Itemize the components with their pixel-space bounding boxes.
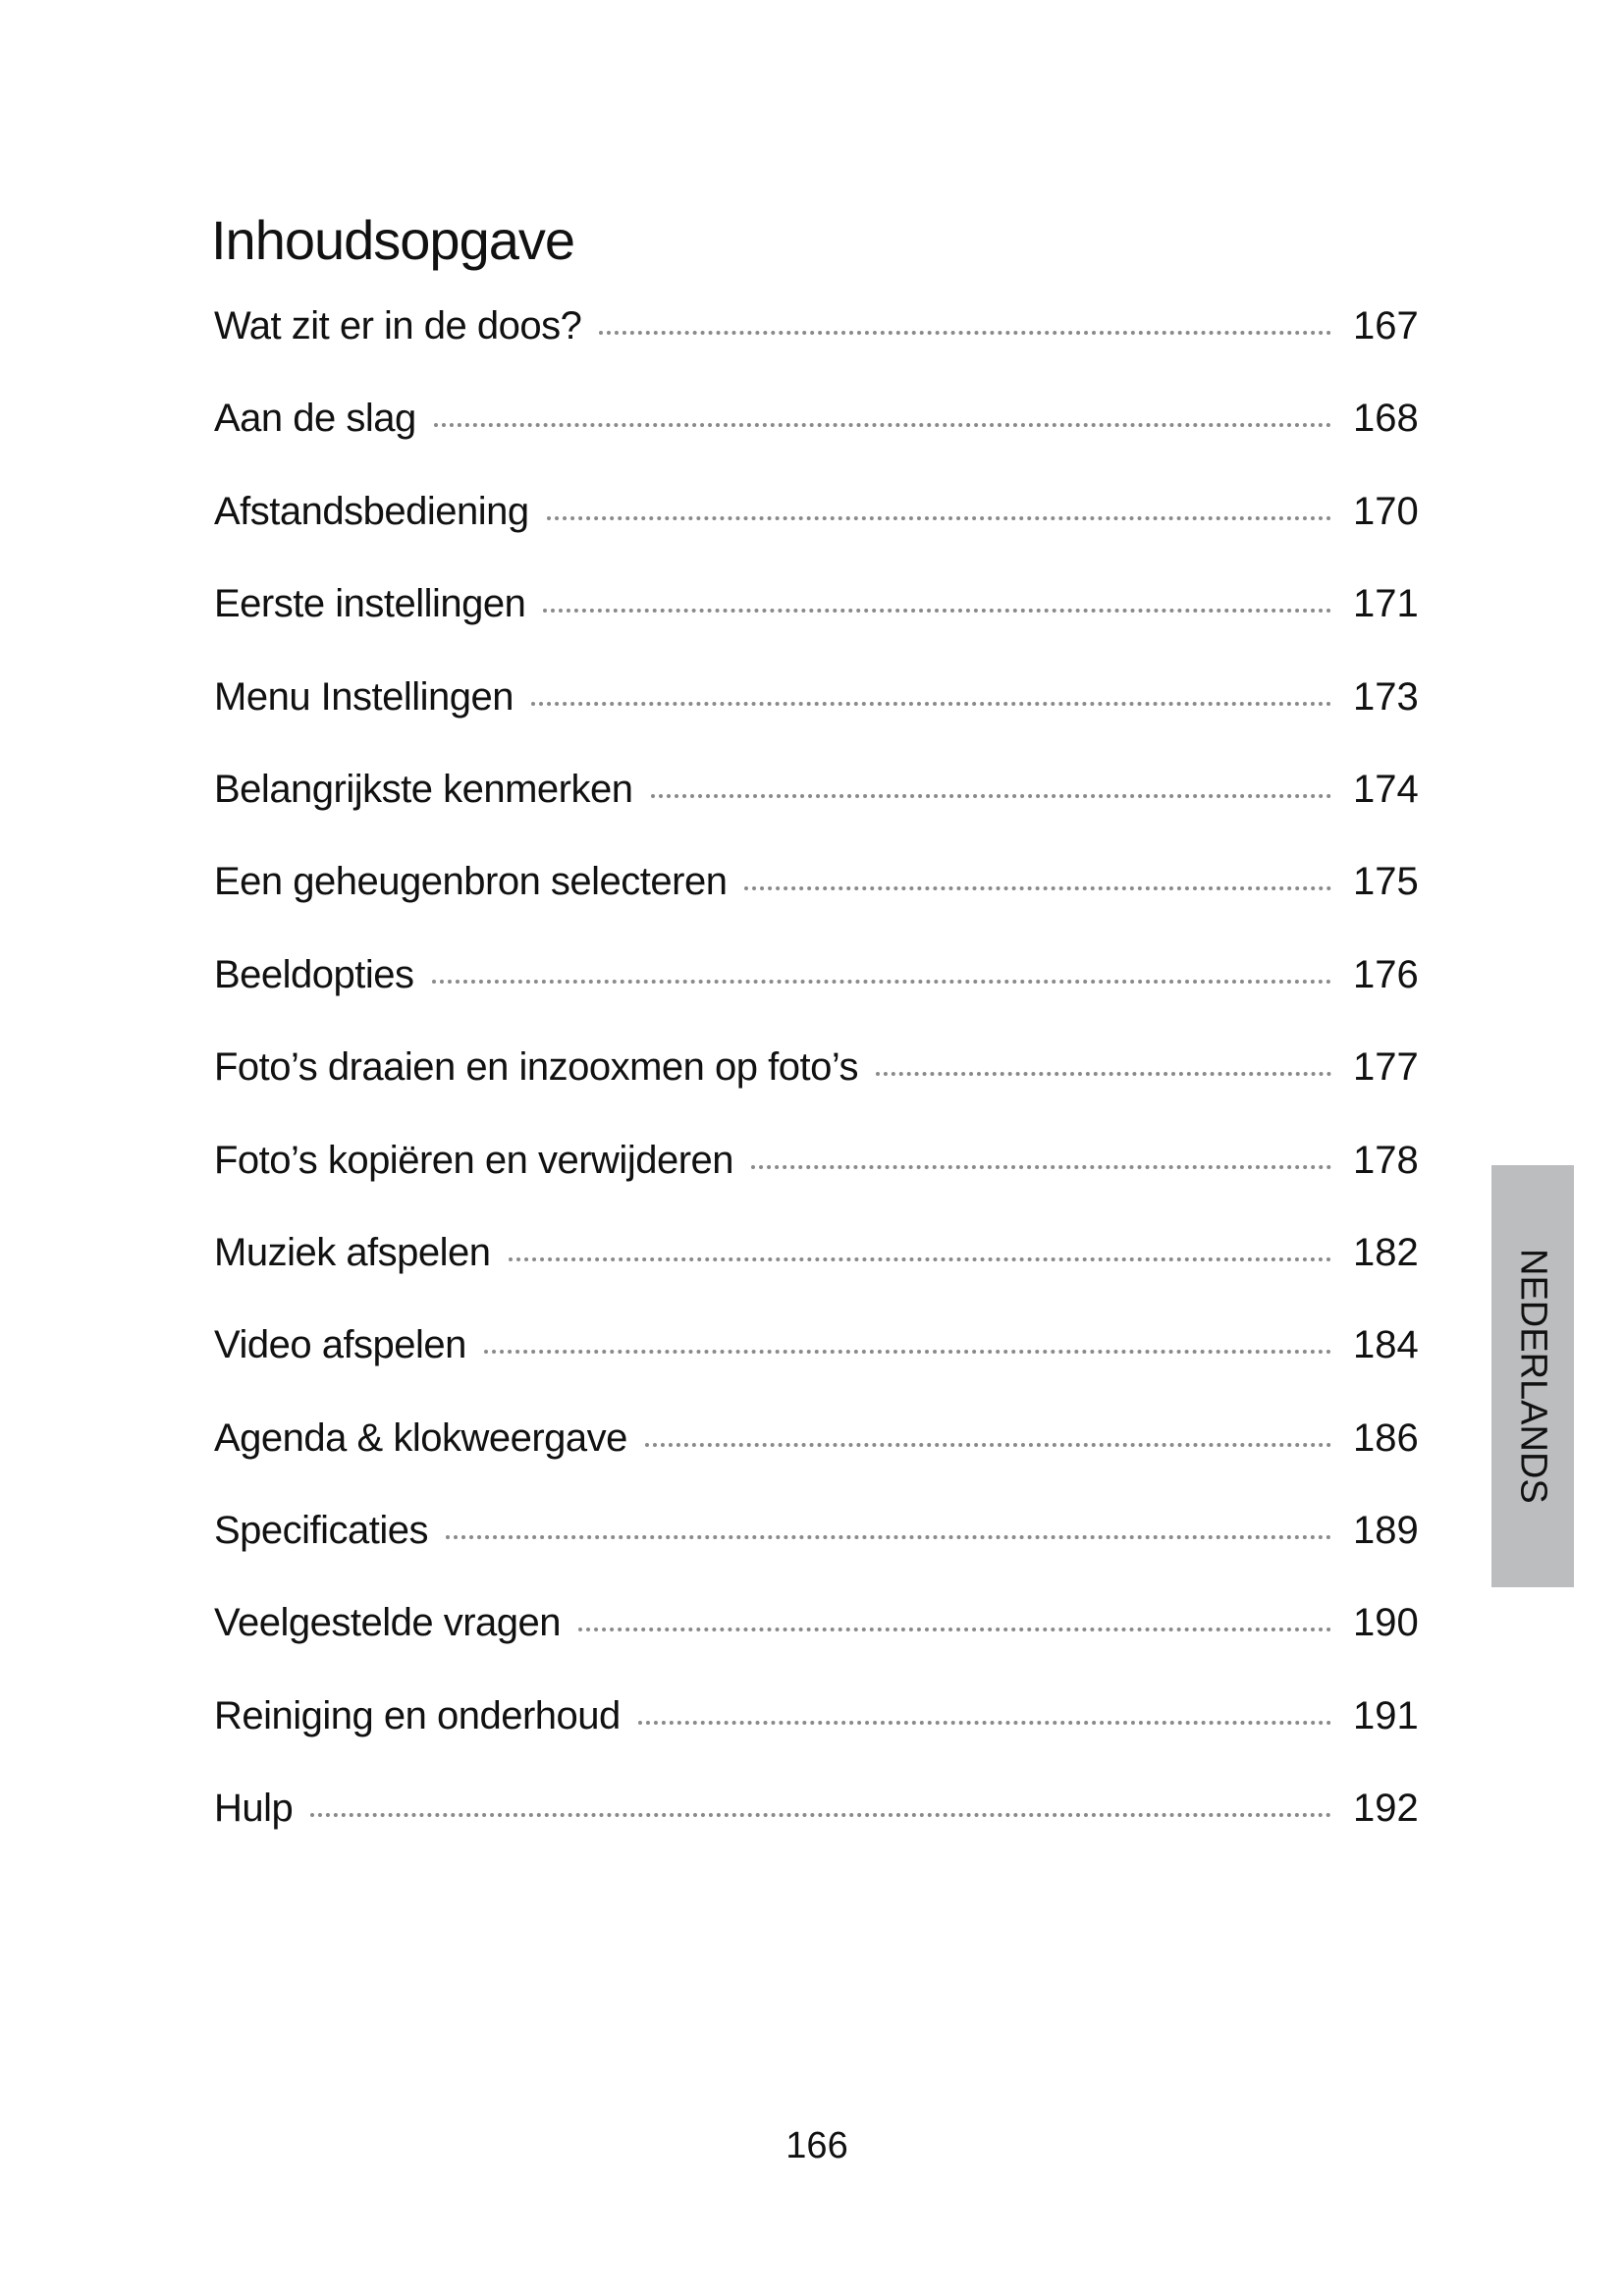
toc-entry-page: 186 bbox=[1353, 1415, 1419, 1460]
toc-entry[interactable]: Wat zit er in de doos? 167 bbox=[214, 304, 1422, 397]
toc-entry[interactable]: Aan de slag 168 bbox=[214, 397, 1422, 489]
page-number: 166 bbox=[785, 2125, 848, 2166]
dot-leader bbox=[578, 1628, 1331, 1632]
toc-entry-page: 190 bbox=[1353, 1601, 1419, 1645]
toc-entry[interactable]: Hulp 192 bbox=[214, 1787, 1422, 1879]
toc-entry-page: 177 bbox=[1353, 1045, 1419, 1090]
toc-entry[interactable]: Een geheugenbron selecteren 175 bbox=[214, 860, 1422, 952]
toc-entry-page: 178 bbox=[1353, 1138, 1419, 1182]
toc-entry-label: Aan de slag bbox=[214, 397, 416, 441]
toc-entry-page: 182 bbox=[1353, 1230, 1419, 1274]
toc-entry-label: Beeldopties bbox=[214, 952, 414, 996]
toc-entry[interactable]: Menu Instellingen 173 bbox=[214, 675, 1422, 768]
toc-entry[interactable]: Belangrijkste kenmerken 174 bbox=[214, 768, 1422, 860]
toc-entry-page: 173 bbox=[1353, 674, 1419, 719]
toc-entry-label: Agenda & klokweergave bbox=[214, 1415, 627, 1460]
toc-entry-label: Belangrijkste kenmerken bbox=[214, 767, 633, 811]
dot-leader bbox=[744, 886, 1331, 891]
dot-leader bbox=[876, 1072, 1331, 1077]
toc-entry[interactable]: Foto’s draaien en inzooxmen op foto’s 177 bbox=[214, 1045, 1422, 1138]
toc-entry-page: 176 bbox=[1353, 952, 1419, 996]
toc-entry-label: Afstandsbediening bbox=[214, 489, 529, 533]
toc-entry[interactable]: Afstandsbediening 170 bbox=[214, 490, 1422, 582]
page-title: Inhoudsopgave bbox=[211, 209, 575, 271]
dot-leader bbox=[531, 701, 1331, 706]
toc-entry-page: 192 bbox=[1353, 1787, 1419, 1831]
toc-entry-label: Een geheugenbron selecteren bbox=[214, 860, 728, 904]
toc-entry-page: 174 bbox=[1353, 767, 1419, 811]
language-tab: NEDERLANDS bbox=[1491, 1165, 1574, 1587]
toc-entry-page: 170 bbox=[1353, 489, 1419, 533]
toc-entry-label: Wat zit er in de doos? bbox=[214, 304, 582, 347]
dot-leader bbox=[650, 793, 1331, 798]
toc-entry[interactable]: Beeldopties 176 bbox=[214, 953, 1422, 1045]
toc-entry-label: Foto’s draaien en inzooxmen op foto’s bbox=[214, 1045, 859, 1090]
toc-entry-label: Video afspelen bbox=[214, 1323, 466, 1367]
dot-leader bbox=[508, 1256, 1331, 1261]
toc-entry-page: 191 bbox=[1353, 1693, 1419, 1737]
toc-entry-label: Veelgestelde vragen bbox=[214, 1601, 562, 1645]
toc-entry-label: Foto’s kopiëren en verwijderen bbox=[214, 1138, 734, 1182]
toc-entry-page: 175 bbox=[1353, 860, 1419, 904]
toc-entry-label: Muziek afspelen bbox=[214, 1230, 491, 1274]
toc-entry-page: 168 bbox=[1353, 397, 1419, 441]
dot-leader bbox=[644, 1442, 1331, 1447]
toc-entry-label: Eerste instellingen bbox=[214, 582, 526, 626]
toc-entry[interactable]: Eerste instellingen 171 bbox=[214, 582, 1422, 674]
toc-entry[interactable]: Muziek afspelen 182 bbox=[214, 1231, 1422, 1323]
toc-entry[interactable]: Veelgestelde vragen 190 bbox=[214, 1601, 1422, 1693]
toc-entry[interactable]: Foto’s kopiëren en verwijderen 178 bbox=[214, 1139, 1422, 1231]
toc-entry[interactable]: Agenda & klokweergave 186 bbox=[214, 1416, 1422, 1509]
dot-leader bbox=[637, 1720, 1331, 1725]
toc-entry-label: Hulp bbox=[214, 1787, 294, 1831]
dot-leader bbox=[546, 515, 1331, 520]
toc-entry-label: Reiniging en onderhoud bbox=[214, 1693, 621, 1737]
dot-leader bbox=[433, 423, 1331, 428]
dot-leader bbox=[446, 1535, 1331, 1540]
dot-leader bbox=[599, 331, 1331, 335]
dot-leader bbox=[483, 1350, 1331, 1355]
toc-entry-label: Menu Instellingen bbox=[214, 674, 514, 719]
dot-leader bbox=[751, 1164, 1331, 1169]
toc-entry-page: 184 bbox=[1353, 1323, 1419, 1367]
dot-leader bbox=[543, 609, 1331, 614]
toc-entry-label: Specificaties bbox=[214, 1509, 429, 1553]
toc-entry-page: 167 bbox=[1353, 304, 1419, 347]
table-of-contents: Wat zit er in de doos? 167 Aan de slag 168 A… bbox=[214, 304, 1422, 1880]
language-tab-label: NEDERLANDS bbox=[1512, 1249, 1554, 1504]
toc-entry[interactable]: Video afspelen 184 bbox=[214, 1323, 1422, 1415]
dot-leader bbox=[310, 1813, 1331, 1818]
toc-entry-page: 171 bbox=[1353, 582, 1419, 626]
toc-entry-page: 189 bbox=[1353, 1509, 1419, 1553]
dot-leader bbox=[431, 979, 1331, 984]
toc-entry[interactable]: Reiniging en onderhoud 191 bbox=[214, 1694, 1422, 1787]
toc-entry[interactable]: Specificaties 189 bbox=[214, 1509, 1422, 1601]
